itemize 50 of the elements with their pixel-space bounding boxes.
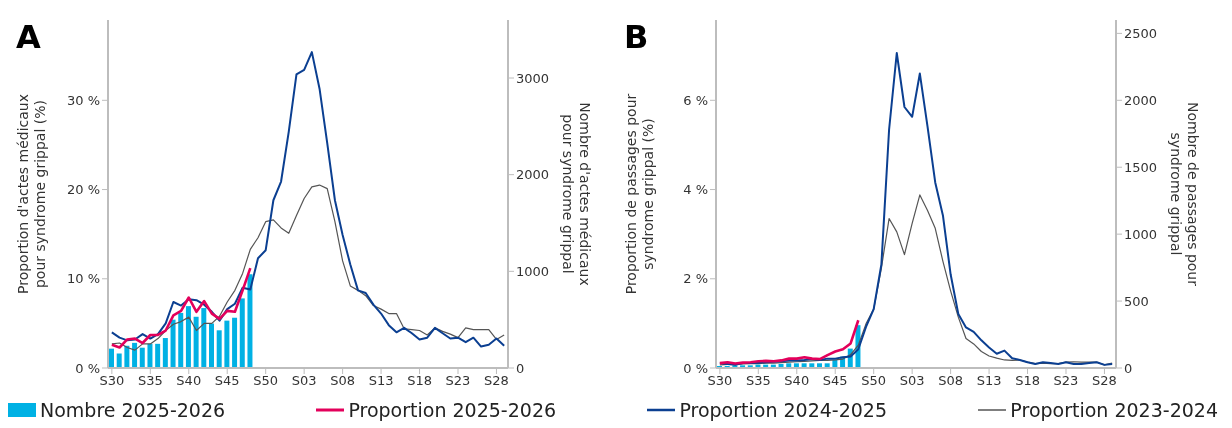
legend-label: Nombre 2025-2026 — [40, 399, 226, 421]
x-tick-label: S40 — [176, 373, 202, 389]
y2-axis-title: Nombre d'actes médicaux pour syndrome grippal — [560, 102, 593, 286]
x-tick-label: S08 — [330, 373, 356, 389]
x-tick-label: S13 — [976, 373, 1002, 389]
x-tick-label: S23 — [445, 373, 471, 389]
x-tick-label: S50 — [253, 373, 279, 389]
y-axis-title: Proportion de passages pour syndrome grippal (%) — [623, 93, 656, 295]
x-tick-label: S40 — [784, 373, 810, 389]
x-tick-label: S13 — [368, 373, 394, 389]
y2-tick-label: 2000 — [516, 167, 550, 183]
x-tick-label: S50 — [861, 373, 887, 389]
y2-tick-label: 3000 — [516, 70, 550, 86]
legend-label: Proportion 2023-2024 — [1010, 399, 1218, 421]
y2-tick-label: 2500 — [1124, 26, 1158, 41]
x-tick-label: S30 — [99, 373, 125, 389]
legend-label: Proportion 2024-2025 — [679, 399, 888, 421]
y2-tick-label: 0 — [516, 360, 525, 376]
y-tick-label: 2 % — [683, 271, 708, 287]
x-tick-label: S03 — [899, 373, 925, 389]
y2-tick-label: 1500 — [1124, 159, 1158, 175]
x-tick-label: S28 — [1092, 373, 1117, 389]
x-tick-label: S35 — [137, 373, 163, 389]
x-tick-label: S30 — [707, 373, 733, 389]
y2-tick-label: 1000 — [1124, 226, 1158, 242]
y-tick-label: 6 % — [683, 92, 708, 108]
y-tick-label: 10 % — [66, 271, 100, 287]
x-tick-label: S18 — [407, 373, 432, 389]
y-tick-label: 30 % — [66, 92, 100, 108]
x-tick-label: S35 — [745, 373, 771, 389]
x-tick-label: S08 — [938, 373, 964, 389]
chart-title: A — [16, 18, 41, 56]
chart-title: B — [624, 18, 649, 56]
y2-tick-label: 2000 — [1124, 92, 1158, 108]
x-tick-label: S03 — [291, 373, 317, 389]
y2-tick-label: 0 — [1124, 360, 1133, 376]
x-tick-label: S45 — [822, 373, 848, 389]
y-tick-label: 0 % — [75, 360, 100, 376]
x-tick-label: S45 — [214, 373, 240, 389]
x-tick-label: S28 — [484, 373, 509, 389]
y-tick-label: 4 % — [683, 182, 708, 198]
y2-tick-label: 1000 — [516, 263, 550, 279]
x-tick-label: S23 — [1053, 373, 1079, 389]
y-tick-label: 20 % — [66, 182, 100, 198]
y2-axis-title: Nombre de passages pour syndrome grippal — [1168, 102, 1201, 287]
legend-label: Proportion 2025-2026 — [348, 399, 557, 421]
y-tick-label: 0 % — [683, 360, 708, 376]
y-axis-title: Proportion d'actes médicaux pour syndrome grippal (%) — [15, 93, 48, 295]
x-tick-label: S18 — [1015, 373, 1040, 389]
y2-tick-label: 500 — [1124, 293, 1149, 309]
